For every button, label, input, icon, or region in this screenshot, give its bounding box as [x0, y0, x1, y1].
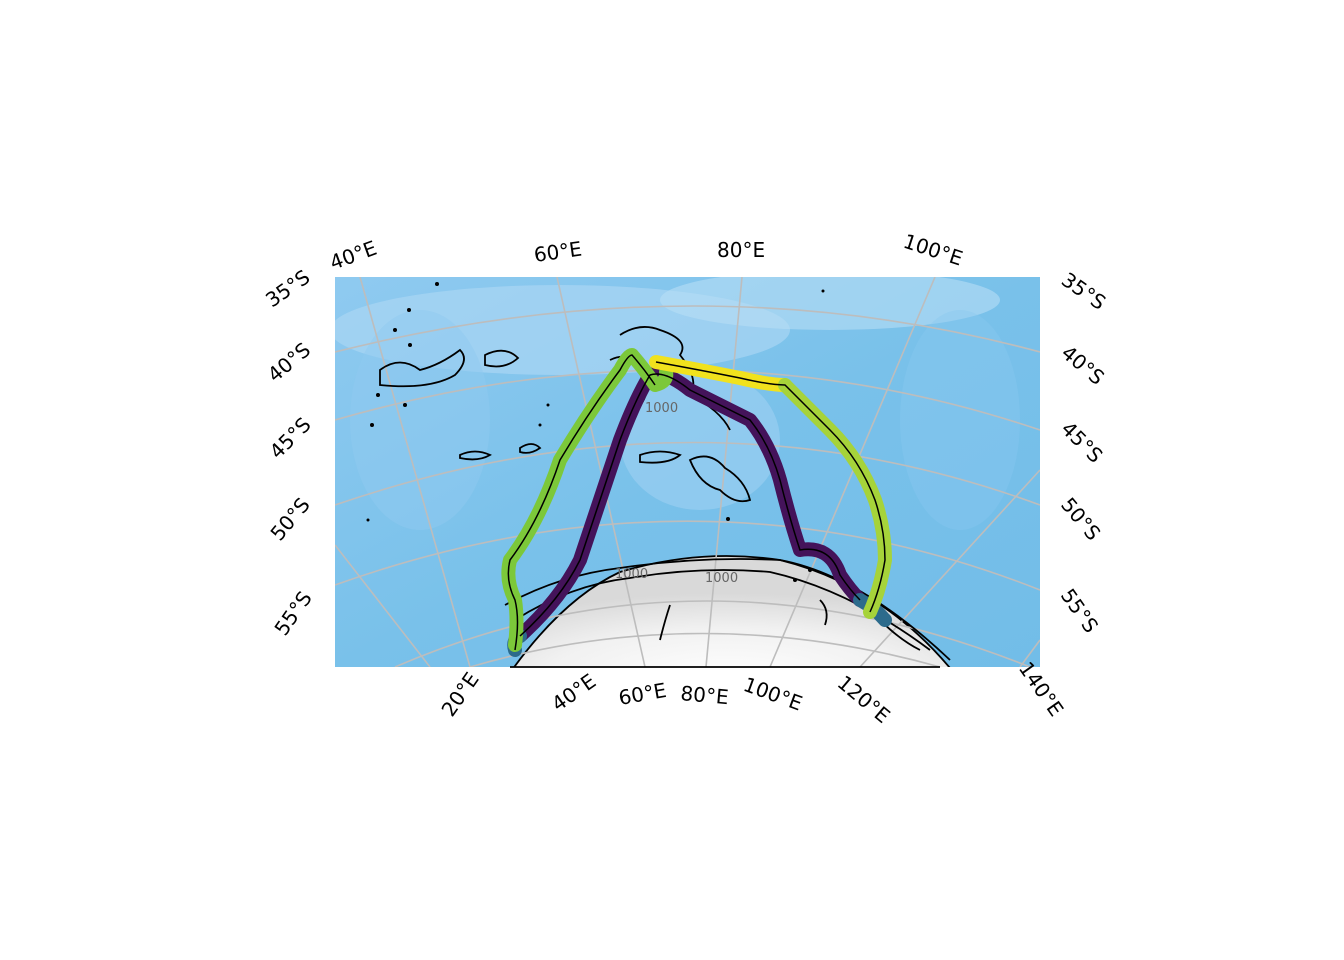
map-area: 1000 1000 1000: [335, 277, 1040, 667]
contour-label: 1000: [705, 571, 738, 586]
right-latitude-label: 55°S: [1056, 584, 1103, 637]
right-latitude-label: 45°S: [1056, 417, 1107, 468]
bottom-longitude-label: 120°E: [833, 670, 895, 727]
bottom-longitude-label: 80°E: [680, 681, 730, 709]
bottom-longitude-label: 100°E: [740, 672, 805, 715]
left-latitude-label: 35°S: [261, 265, 314, 312]
contour-label: 1000: [645, 401, 678, 416]
bottom-longitude-label: 20°E: [436, 668, 483, 721]
bottom-longitude-label: 140°E: [1014, 657, 1069, 721]
left-latitude-label: 55°S: [269, 587, 316, 640]
bottom-longitude-label: 40°E: [547, 669, 600, 716]
track-centerline: [507, 354, 886, 651]
graticule: [335, 277, 1040, 667]
right-latitude-label: 40°S: [1057, 340, 1109, 389]
left-latitude-label: 40°S: [263, 337, 315, 386]
right-latitude-label: 35°S: [1057, 267, 1110, 314]
top-longitude-label: 80°E: [717, 238, 765, 262]
shallow-water-patch: [900, 310, 1020, 530]
top-longitude-label: 100°E: [900, 229, 965, 271]
top-longitude-label: 40°E: [327, 236, 380, 275]
island-dots: [366, 282, 825, 582]
left-latitude-label: 45°S: [265, 413, 316, 464]
bottom-longitude-label: 60°E: [617, 678, 669, 710]
top-longitude-label: 60°E: [532, 236, 583, 266]
shallow-water-patch: [660, 277, 1000, 330]
right-latitude-label: 50°S: [1056, 493, 1105, 545]
contour-label: 1000: [615, 567, 648, 582]
left-latitude-label: 50°S: [265, 493, 314, 545]
shallow-water-patch: [620, 370, 780, 510]
